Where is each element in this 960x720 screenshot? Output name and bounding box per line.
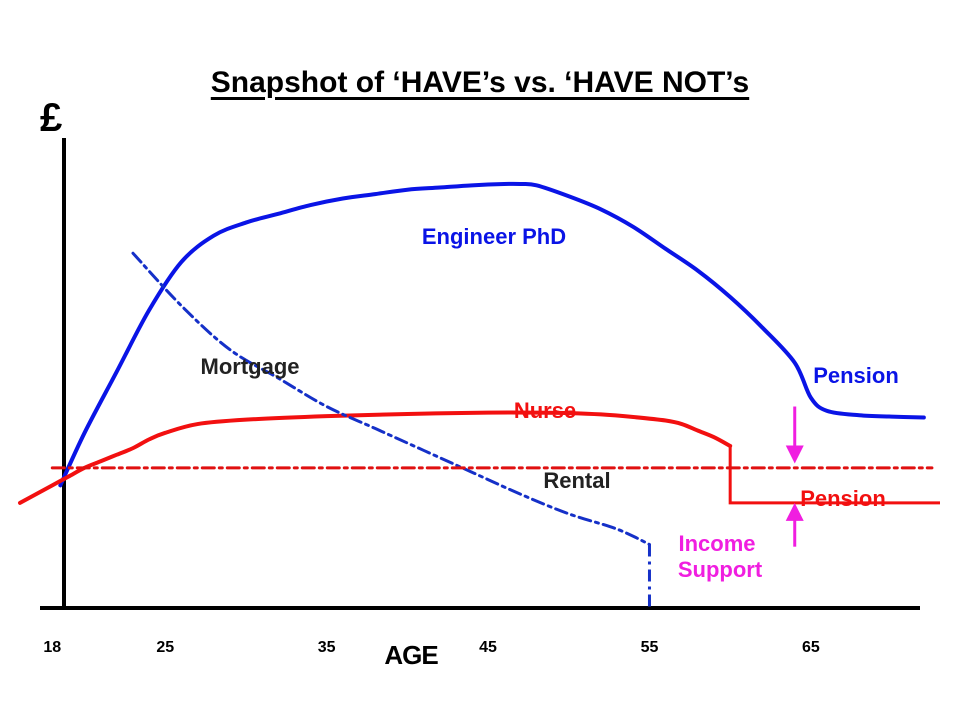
series-line-mortgage bbox=[131, 251, 651, 546]
arrow-head-0 bbox=[785, 445, 804, 464]
series-line-engineer-phd bbox=[58, 181, 926, 488]
series-line-nurse bbox=[18, 410, 733, 505]
x-tick-label-55: 55 bbox=[641, 639, 659, 656]
label-nurse: Nurse bbox=[514, 398, 576, 423]
label-rental: Rental bbox=[543, 468, 610, 493]
label-engineer-pension: Pension bbox=[813, 363, 899, 388]
x-tick-label-25: 25 bbox=[156, 639, 174, 656]
x-axis-label: AGE bbox=[384, 640, 438, 670]
chart-title: Snapshot of ‘HAVE’s vs. ‘HAVE NOT’s bbox=[210, 66, 750, 99]
label-income: Income bbox=[678, 531, 755, 556]
x-tick-label-18: 18 bbox=[43, 639, 61, 656]
label-nurse-pension: Pension bbox=[800, 486, 886, 511]
x-tick-labels: 18 25 35 45 55 65 bbox=[43, 639, 819, 656]
label-mortgage: Mortgage bbox=[201, 354, 300, 379]
series-line-nurse-pension bbox=[728, 445, 940, 505]
x-tick-label-65: 65 bbox=[802, 639, 820, 656]
x-tick-label-45: 45 bbox=[479, 639, 497, 656]
label-engineer-phd: Engineer PhD bbox=[422, 224, 566, 249]
series-layer bbox=[18, 181, 940, 608]
label-support: Support bbox=[678, 557, 763, 582]
x-tick-label-35: 35 bbox=[318, 639, 336, 656]
arrow-head-1 bbox=[785, 502, 804, 521]
y-axis-symbol: £ bbox=[40, 96, 62, 140]
